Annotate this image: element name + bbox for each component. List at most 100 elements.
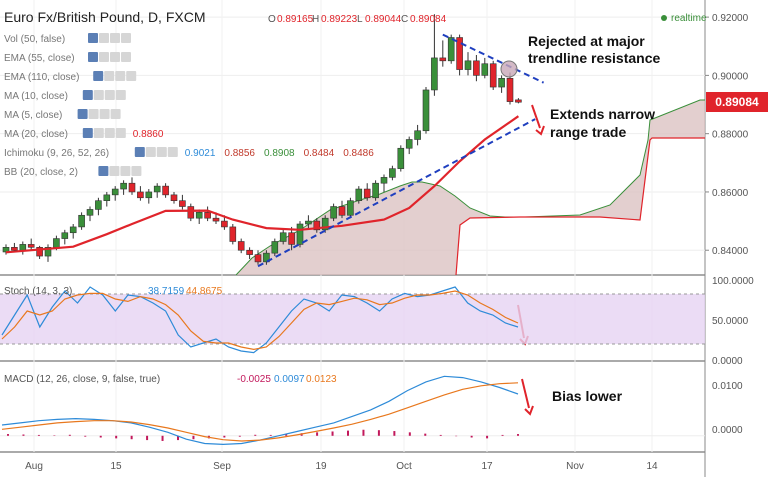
stoch-label: Stoch (14, 3, 3) (4, 286, 72, 297)
last-price-label: 0.89084 (715, 95, 759, 109)
candle (515, 98, 522, 104)
legend-item-label: EMA (110, close) (4, 72, 79, 83)
candle (11, 242, 18, 252)
candle (120, 180, 127, 195)
add-icon[interactable] (104, 90, 115, 100)
candle (246, 247, 253, 259)
eye-icon[interactable] (134, 147, 145, 157)
ohlc-low-value: 0.89044 (365, 14, 402, 25)
macd-hist-value: -0.0025 (237, 374, 271, 385)
candle (397, 145, 405, 172)
stoch-axis-0: 0.0000 (712, 356, 743, 367)
close-icon[interactable] (131, 166, 142, 176)
macd-value: 0.0097 (274, 374, 305, 385)
settings-icon[interactable] (109, 166, 120, 176)
candle (456, 34, 463, 76)
ohlc-high-value: 0.89223 (321, 14, 358, 25)
close-icon[interactable] (110, 109, 121, 119)
eye-icon[interactable] (77, 109, 88, 119)
x-axis-label: 15 (110, 461, 122, 472)
candle (279, 229, 287, 245)
settings-icon[interactable] (93, 90, 104, 100)
last-price-badge (706, 92, 768, 112)
ohlc-close-value: 0.89084 (410, 14, 447, 25)
candle (481, 57, 489, 79)
legend-item-value: 0.8856 (224, 148, 255, 159)
ohlc-open-key: O (268, 14, 276, 25)
legend-item-value: 0.8484 (304, 148, 335, 159)
candle (363, 183, 371, 201)
candle (422, 87, 430, 134)
price-axis-ticks: 0.92000 0.90000 0.88000 0.86000 0.84000 (705, 13, 749, 257)
candle (288, 226, 295, 251)
cloud-lead-b-line (455, 137, 705, 276)
price-tick-label: 0.84000 (712, 246, 749, 257)
add-icon[interactable] (110, 52, 120, 62)
settings-icon[interactable] (104, 71, 115, 81)
close-icon[interactable] (121, 52, 131, 62)
candle (195, 209, 203, 225)
annotation-extends-line2: range trade (550, 124, 626, 140)
trendlines-layer (257, 33, 545, 268)
macd-signal-line (1, 382, 519, 442)
add-icon[interactable] (115, 71, 126, 81)
candle (61, 229, 69, 245)
annotation-extends-line1: Extends narrow (550, 106, 655, 122)
close-icon[interactable] (121, 33, 131, 43)
close-icon[interactable] (167, 147, 178, 157)
cloud-lead-a-line (235, 99, 705, 276)
eye-icon[interactable] (88, 52, 98, 62)
macd-axis-0000: 0.0000 (712, 425, 743, 436)
add-icon[interactable] (99, 109, 110, 119)
candle (389, 165, 396, 181)
add-icon[interactable] (156, 147, 167, 157)
chart-title: Euro Fx/British Pound, D, FXCM (4, 9, 206, 25)
eye-icon[interactable] (88, 33, 98, 43)
x-axis-label: Nov (566, 461, 584, 472)
candle (95, 197, 102, 216)
legend-item-label: Ichimoku (9, 26, 52, 26) (4, 148, 109, 159)
x-axis-label: 14 (646, 461, 658, 472)
candle (103, 191, 111, 207)
annotation-rejected-line2: trendline resistance (528, 50, 660, 66)
candle (111, 186, 119, 201)
legend-item-label: MA (10, close) (4, 91, 68, 102)
add-icon[interactable] (104, 128, 115, 138)
close-icon[interactable] (126, 71, 137, 81)
stoch-axis-100: 100.0000 (712, 276, 754, 287)
realtime-label: realtime (671, 13, 707, 24)
price-tick-label: 0.88000 (712, 130, 749, 141)
ohlc-close-key: C (401, 14, 408, 25)
eye-icon[interactable] (98, 166, 109, 176)
settings-icon[interactable] (145, 147, 156, 157)
candle (86, 206, 94, 222)
stoch-k-value: 38.7159 (148, 286, 185, 297)
eye-icon[interactable] (82, 128, 93, 138)
macd-histogram (7, 429, 519, 441)
settings-icon[interactable] (88, 109, 99, 119)
candle (69, 224, 77, 239)
candle (489, 60, 497, 90)
legend-item-label: Vol (50, false) (4, 34, 65, 45)
legend-item-label: BB (20, close, 2) (4, 167, 78, 178)
candle (305, 215, 312, 230)
arrow-macd (521, 378, 534, 416)
add-icon[interactable] (120, 166, 131, 176)
close-icon[interactable] (115, 128, 126, 138)
close-icon[interactable] (115, 90, 126, 100)
eye-icon[interactable] (82, 90, 93, 100)
eye-icon[interactable] (93, 71, 104, 81)
settings-icon[interactable] (99, 52, 109, 62)
candle (44, 244, 52, 262)
ma20-line (5, 115, 520, 254)
settings-icon[interactable] (93, 128, 104, 138)
x-axis-labels: Aug 15 Sep 19 Oct 17 Nov 14 (25, 461, 658, 472)
candle (347, 197, 354, 219)
settings-icon[interactable] (99, 33, 109, 43)
add-icon[interactable] (110, 33, 120, 43)
candle (271, 238, 279, 257)
x-axis-label: Sep (213, 461, 231, 472)
x-axis-label: Oct (396, 461, 412, 472)
annotation-rejected-line1: Rejected at major (528, 33, 645, 49)
candle (431, 14, 438, 96)
